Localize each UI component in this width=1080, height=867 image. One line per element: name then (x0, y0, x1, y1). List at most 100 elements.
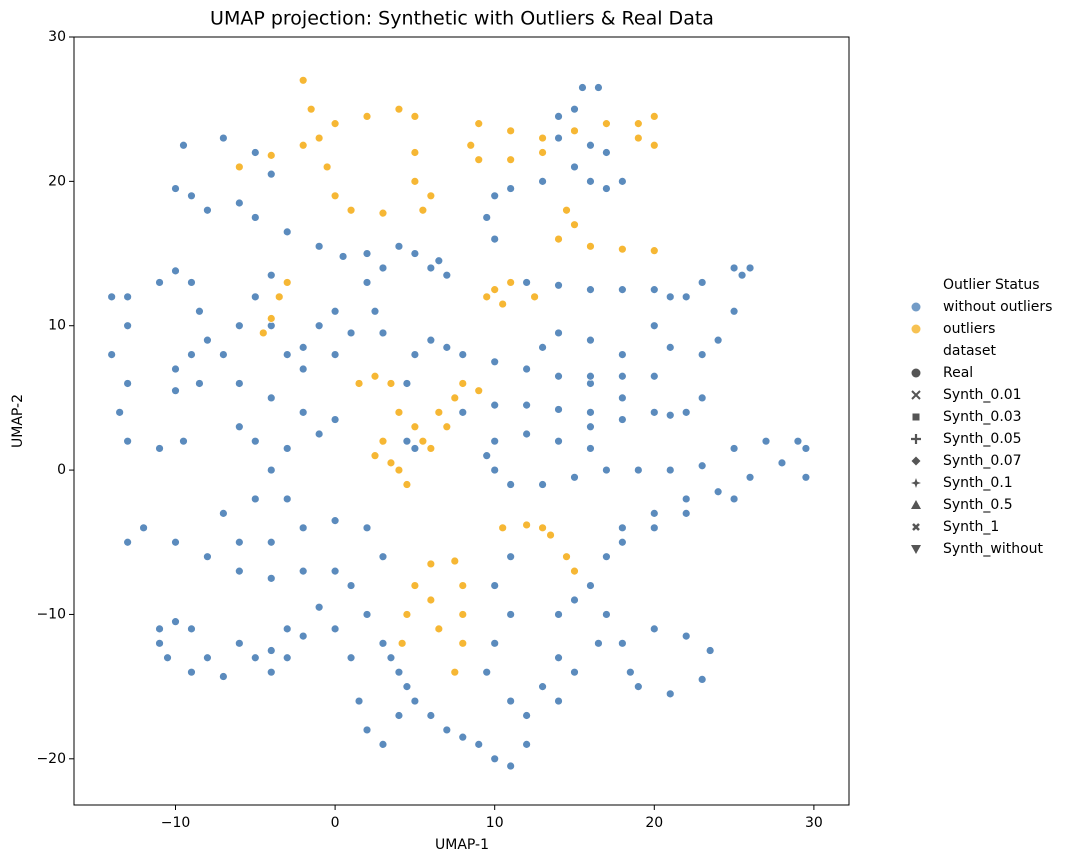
point (410, 696, 420, 706)
point (354, 696, 364, 706)
point (346, 205, 356, 215)
point (729, 263, 739, 273)
point (665, 465, 675, 475)
point (458, 407, 468, 417)
point (594, 83, 603, 92)
point (426, 559, 436, 569)
point (490, 465, 500, 475)
point (602, 119, 611, 129)
point (681, 494, 691, 504)
point (570, 162, 579, 172)
point (554, 371, 563, 381)
point (562, 552, 571, 562)
point (426, 711, 436, 720)
point (410, 148, 420, 157)
point (378, 638, 388, 648)
point (171, 266, 180, 276)
point (378, 208, 388, 218)
point (234, 198, 244, 208)
point (713, 335, 723, 345)
point (203, 552, 212, 562)
point (218, 508, 228, 518)
point (378, 263, 388, 273)
point (378, 552, 388, 562)
point (570, 104, 579, 114)
point (602, 552, 611, 562)
point (681, 508, 691, 518)
point (123, 292, 133, 302)
point (282, 494, 292, 504)
point (617, 285, 627, 295)
legend-marker (911, 456, 921, 466)
point (266, 270, 276, 280)
point (234, 162, 244, 172)
point (442, 422, 452, 432)
point (546, 530, 555, 540)
point (538, 480, 547, 489)
x-tick-label: −10 (161, 815, 191, 831)
point (314, 241, 324, 251)
point (442, 725, 452, 735)
x-tick-label: 20 (645, 815, 663, 831)
point (602, 610, 611, 619)
point (458, 638, 468, 648)
point (330, 350, 340, 359)
point (426, 595, 436, 605)
point (506, 610, 516, 619)
point (554, 610, 563, 619)
point (203, 205, 212, 215)
point (586, 379, 595, 388)
point (617, 393, 627, 403)
point (195, 379, 204, 388)
point (410, 249, 420, 258)
x-axis-label: UMAP-1 (435, 837, 489, 853)
point (538, 133, 547, 143)
point (586, 407, 595, 417)
point (442, 270, 452, 280)
point (530, 292, 539, 302)
point (266, 537, 276, 547)
point (155, 624, 164, 634)
point (234, 537, 244, 547)
point (801, 444, 811, 453)
point (250, 653, 260, 663)
point (554, 280, 563, 290)
point (250, 494, 260, 504)
point (490, 285, 500, 295)
legend-marker (911, 500, 921, 509)
series (107, 83, 811, 771)
point (282, 444, 292, 453)
point (586, 371, 595, 381)
point (250, 148, 260, 157)
point (617, 537, 627, 547)
point (777, 458, 787, 468)
point (266, 667, 276, 677)
point (346, 581, 356, 590)
point (282, 350, 292, 359)
point (482, 213, 492, 222)
point (506, 126, 516, 136)
point (458, 610, 468, 619)
point (466, 140, 476, 150)
point (665, 689, 675, 699)
point (705, 646, 715, 655)
point (218, 133, 228, 143)
point (394, 465, 404, 475)
point (426, 191, 436, 201)
point (538, 176, 547, 186)
point (586, 444, 595, 453)
y-axis-label: UMAP-2 (10, 394, 26, 448)
point (266, 314, 276, 323)
point (250, 213, 260, 222)
point (123, 436, 133, 446)
point (434, 624, 444, 634)
point (482, 292, 492, 302)
point (218, 350, 228, 359)
legend-label: without outliers (943, 299, 1052, 315)
point (586, 335, 595, 345)
point (729, 494, 739, 504)
point (506, 696, 516, 706)
point (745, 472, 755, 482)
point (617, 371, 627, 381)
point (298, 566, 308, 576)
